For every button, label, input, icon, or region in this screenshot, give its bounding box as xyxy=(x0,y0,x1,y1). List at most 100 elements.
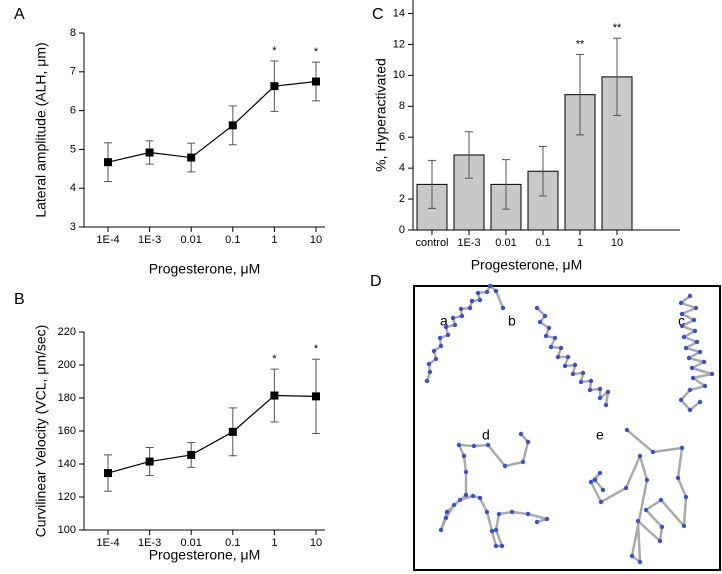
x-axis-label: Progesterone, μM xyxy=(149,547,261,563)
track-dot xyxy=(687,387,693,393)
panel-label: B xyxy=(14,291,25,308)
track-dot xyxy=(493,527,499,533)
track-dot xyxy=(484,509,490,515)
track-dot xyxy=(697,399,703,405)
marker xyxy=(312,77,320,86)
marker xyxy=(104,469,112,478)
y-tick-label: 10 xyxy=(393,69,405,81)
track-dot xyxy=(470,493,476,499)
track-dot xyxy=(484,289,490,295)
y-tick-label: 180 xyxy=(58,392,76,404)
track-dot xyxy=(578,379,584,385)
y-axis-label: Lateral amplitude (ALH, μm) xyxy=(33,42,49,217)
track-dot xyxy=(683,494,689,500)
track-dot xyxy=(467,305,473,311)
x-tick-label: 0.1 xyxy=(535,237,550,249)
track-dot xyxy=(588,378,594,384)
marker xyxy=(104,158,112,167)
track-label: b xyxy=(508,313,516,329)
track-label: d xyxy=(482,427,490,443)
track-dot xyxy=(433,356,439,362)
x-tick-label: 0.1 xyxy=(225,537,240,549)
significance-mark: * xyxy=(272,353,277,365)
track-path xyxy=(679,295,714,412)
track-dot xyxy=(678,300,684,306)
x-tick-label: 1 xyxy=(271,537,277,549)
significance-mark: * xyxy=(314,46,319,58)
track-dot xyxy=(443,515,449,521)
track-dot xyxy=(543,333,549,339)
track-dot xyxy=(709,371,715,377)
track-dot xyxy=(458,306,464,312)
x-tick-label: 0.01 xyxy=(495,237,516,249)
significance-mark: * xyxy=(272,45,277,57)
y-tick-label: 140 xyxy=(58,458,76,470)
marker xyxy=(270,391,279,400)
y-tick-label: 2 xyxy=(399,193,405,205)
significance-mark: * xyxy=(314,343,319,355)
track-dot xyxy=(686,355,692,361)
track-dot xyxy=(675,475,681,481)
track-dot xyxy=(444,509,450,515)
y-tick-label: 220 xyxy=(58,326,76,338)
track-dot xyxy=(629,553,635,559)
track-dot xyxy=(463,492,469,498)
y-tick-label: 8 xyxy=(399,100,405,112)
track-dot xyxy=(659,524,665,530)
series-line xyxy=(107,394,317,474)
track-dot xyxy=(475,290,481,296)
track-dot xyxy=(427,369,433,375)
track-dot xyxy=(679,311,685,317)
x-tick-label: 10 xyxy=(611,237,623,249)
y-tick-label: 7 xyxy=(70,66,76,78)
error-bar xyxy=(502,159,510,210)
track-dot xyxy=(461,453,467,459)
track-dot xyxy=(623,485,629,491)
track-dot xyxy=(525,511,531,517)
y-tick-label: 5 xyxy=(70,143,76,155)
x-tick-label: 1E-4 xyxy=(96,234,119,246)
track-dot xyxy=(544,516,550,522)
error-bar xyxy=(576,53,584,136)
track-dot xyxy=(548,344,554,350)
error-bar xyxy=(539,145,547,197)
track-dot xyxy=(597,386,603,392)
track-dot xyxy=(477,495,483,501)
panel-d-frame xyxy=(413,285,721,571)
marker xyxy=(270,82,279,91)
track-dot xyxy=(438,343,444,349)
y-tick-label: 160 xyxy=(58,425,76,437)
panel-label: A xyxy=(14,6,25,23)
marker xyxy=(228,121,237,130)
track-dot xyxy=(471,443,477,449)
track-dot xyxy=(509,509,515,515)
x-tick-label: 0.01 xyxy=(180,537,201,549)
track-label: a xyxy=(440,313,448,329)
marker xyxy=(187,153,196,162)
track-dot xyxy=(534,519,540,525)
track-dot xyxy=(693,305,699,311)
track-dot xyxy=(499,543,505,549)
track-dot xyxy=(487,283,493,289)
track-dot xyxy=(600,487,606,493)
panel-label: D xyxy=(370,273,382,290)
track-dot xyxy=(637,453,643,459)
track-dot xyxy=(678,397,684,403)
track-dot xyxy=(555,354,561,360)
series-line xyxy=(107,80,317,163)
x-tick-label: control xyxy=(415,237,448,249)
track-dot xyxy=(598,499,604,505)
marker xyxy=(312,392,320,401)
track-dot xyxy=(424,378,430,384)
track-dot xyxy=(552,335,558,341)
track-dot xyxy=(689,365,695,371)
x-axis-label: Progesterone, μM xyxy=(149,261,261,277)
x-axis-label: Progesterone, μM xyxy=(471,257,583,273)
track-dot xyxy=(597,470,603,476)
track-dot xyxy=(518,431,524,437)
track-dot xyxy=(570,371,576,377)
track-dot xyxy=(637,559,643,565)
track-dot xyxy=(701,359,707,365)
track-dot xyxy=(650,449,656,455)
significance-mark: ** xyxy=(576,38,585,50)
